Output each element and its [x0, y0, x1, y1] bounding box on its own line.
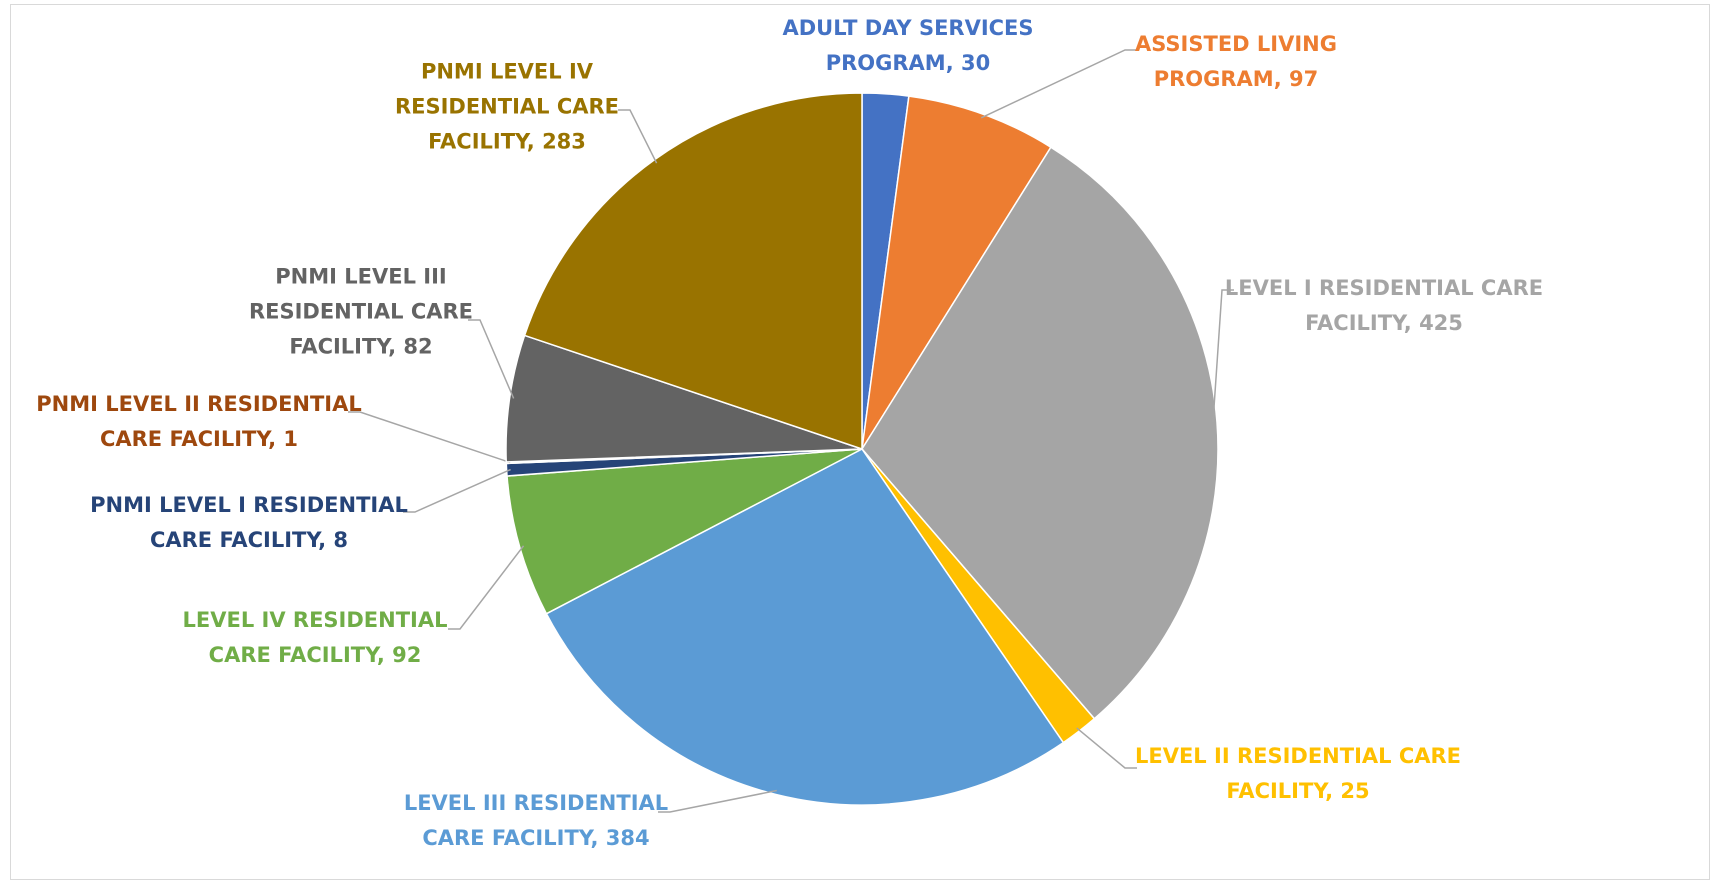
data-label: ASSISTED LIVING PROGRAM97	[1121, 27, 1351, 97]
label-value: 283	[542, 129, 586, 154]
label-category: LEVEL I RESIDENTIAL CARE FACILITY	[1225, 276, 1543, 335]
label-value: 425	[1419, 311, 1463, 335]
data-label: PNMI LEVEL II RESIDENTIAL CARE FACILITY1	[34, 387, 364, 457]
data-label: PNMI LEVEL IV RESIDENTIAL CARE FACILITY2…	[387, 55, 627, 160]
leader-line	[980, 49, 1137, 119]
leader-line	[618, 109, 658, 164]
data-label: LEVEL I RESIDENTIAL CARE FACILITY425	[1219, 271, 1549, 341]
label-value: 82	[403, 334, 433, 359]
leader-line	[1212, 289, 1234, 423]
label-value: 1	[283, 427, 299, 451]
label-value: 384	[605, 826, 650, 850]
leader-line	[403, 468, 511, 513]
label-category: PNMI LEVEL III RESIDENTIAL CARE FACILITY	[249, 265, 473, 359]
leader-line	[658, 789, 777, 813]
pie-slice	[545, 448, 1065, 806]
data-label: PNMI LEVEL III RESIDENTIAL CARE FACILITY…	[241, 260, 481, 365]
leader-line	[348, 411, 511, 464]
label-category: LEVEL II RESIDENTIAL CARE FACILITY	[1135, 744, 1461, 803]
label-category: PNMI LEVEL I RESIDENTIAL CARE FACILITY	[90, 493, 408, 552]
label-value: 97	[1289, 67, 1319, 91]
label-category: LEVEL III RESIDENTIAL CARE FACILITY	[404, 791, 668, 850]
data-label: ADULT DAY SERVICES PROGRAM30	[758, 11, 1058, 81]
pie-slice	[861, 146, 1219, 720]
pie-slice	[506, 448, 863, 615]
pie-slice	[505, 334, 863, 463]
label-value: 25	[1340, 779, 1370, 803]
label-value: 92	[392, 643, 422, 667]
data-label: LEVEL IV RESIDENTIAL CARE FACILITY92	[180, 603, 450, 673]
data-label: LEVEL II RESIDENTIAL CARE FACILITY25	[1133, 739, 1463, 809]
pie-slice	[861, 95, 1052, 450]
chart-frame	[10, 4, 1710, 880]
label-value: 8	[333, 528, 349, 552]
data-label: LEVEL III RESIDENTIAL CARE FACILITY384	[401, 786, 671, 856]
label-category: PNMI LEVEL II RESIDENTIAL CARE FACILITY	[36, 392, 362, 451]
leader-line	[468, 319, 515, 399]
leader-line	[448, 545, 525, 630]
data-label: PNMI LEVEL I RESIDENTIAL CARE FACILITY8	[84, 488, 414, 558]
label-value: 30	[961, 51, 991, 75]
label-category: ADULT DAY SERVICES PROGRAM	[782, 16, 1033, 75]
leader-line	[1076, 727, 1137, 769]
